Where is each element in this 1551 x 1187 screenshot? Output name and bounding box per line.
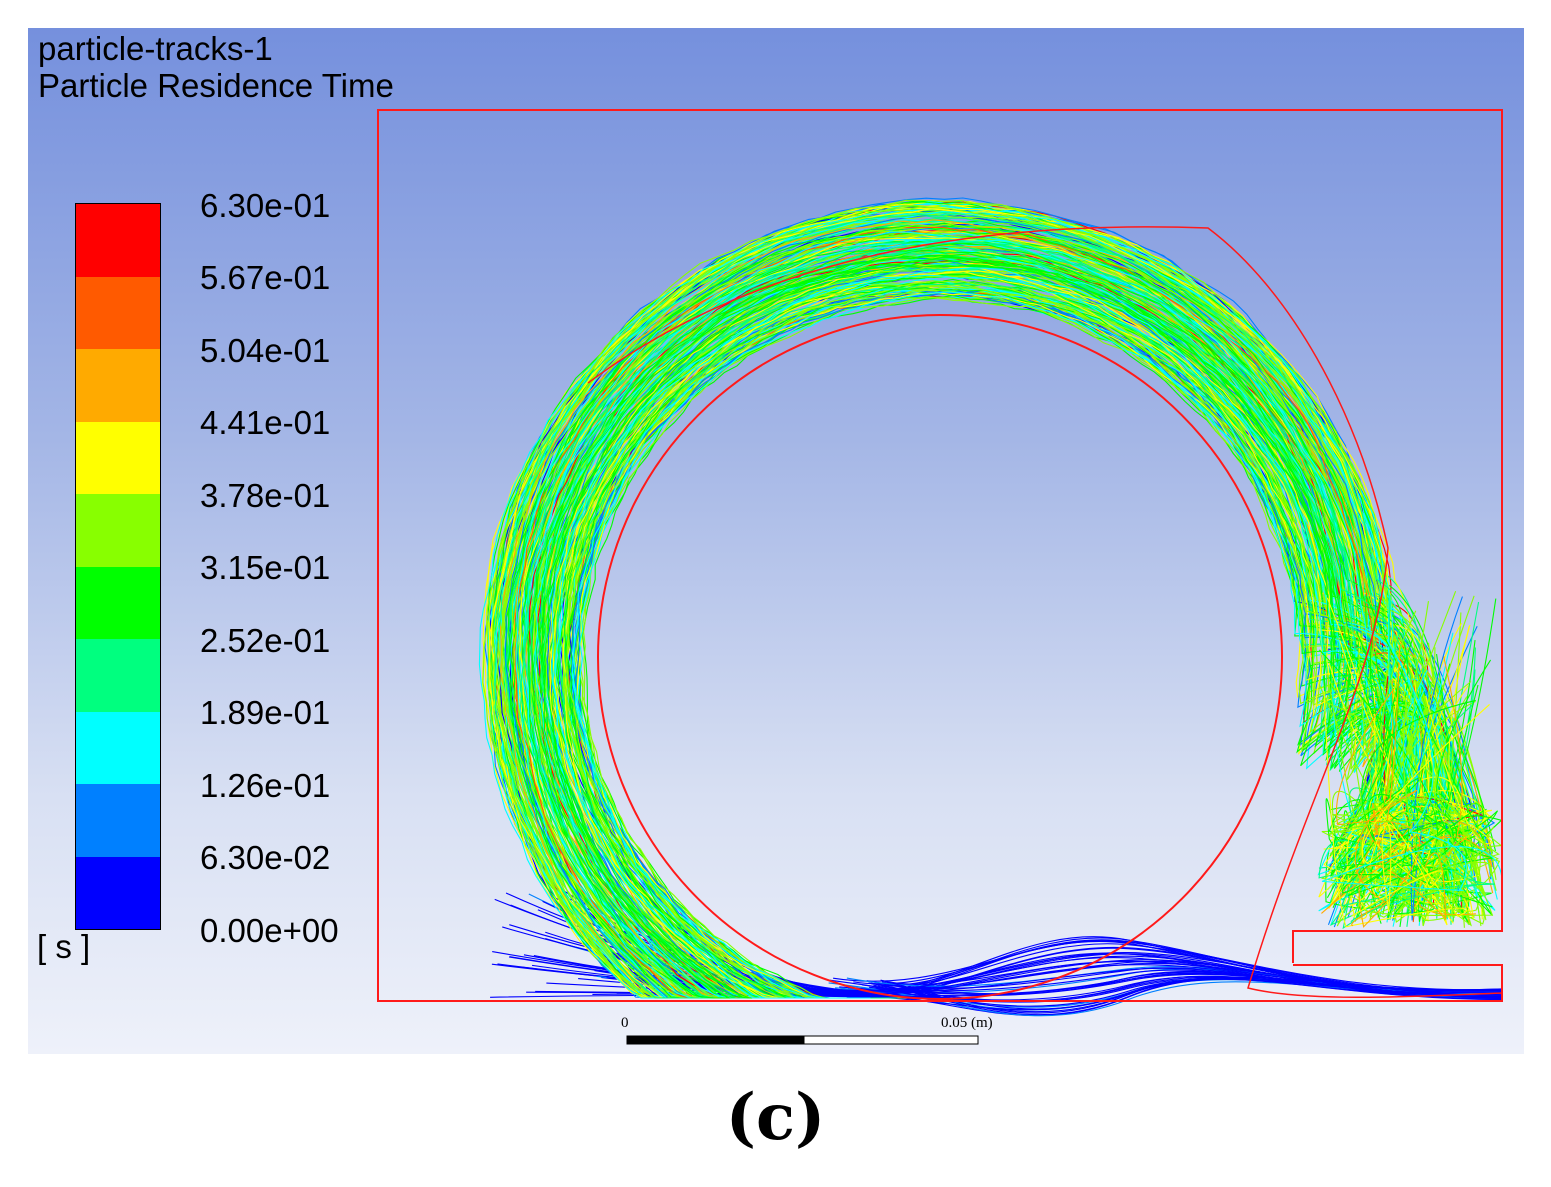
- particle-track: [520, 231, 1427, 999]
- legend-segment: [76, 784, 160, 857]
- particle-track: [1351, 644, 1417, 927]
- legend-label: 1.89e-01: [200, 694, 331, 731]
- particle-track: [583, 289, 1443, 999]
- domain-outline: [377, 109, 1503, 1002]
- legend-segment: [76, 276, 160, 349]
- scale-bar: 0 0.05 (m): [621, 1015, 993, 1045]
- legend-label: 0.00e+00: [200, 912, 339, 949]
- particle-track: [527, 242, 1399, 999]
- particle-track: [494, 213, 1463, 999]
- legend-segment: [76, 204, 160, 277]
- particle-track: [515, 226, 1484, 999]
- legend-unit: [ s ]: [37, 928, 91, 965]
- legend-label: 6.30e-02: [200, 839, 331, 876]
- color-legend-bar: [75, 203, 161, 930]
- particle-track: [1346, 697, 1494, 917]
- particle-track: [549, 264, 1398, 999]
- particle-track: [492, 206, 1411, 999]
- viewport: particle-tracks-1 Particle Residence Tim…: [28, 28, 1524, 1054]
- particle-track: [1346, 659, 1494, 920]
- particle-track: [566, 280, 1389, 999]
- particle-track: [1328, 676, 1495, 916]
- legend-segment: [76, 421, 160, 494]
- particle-track: [516, 238, 1444, 999]
- particle-track: [537, 245, 1417, 999]
- particle-track: [552, 270, 1430, 999]
- particle-track: [515, 231, 1420, 999]
- particle-track: [839, 955, 1503, 997]
- particle-track: [1361, 695, 1494, 901]
- particle-track: [1341, 699, 1476, 894]
- scale-bar-dark: [626, 1035, 805, 1045]
- particle-track: [490, 214, 1418, 999]
- particle-tracks: [478, 197, 1503, 1017]
- particle-track: [1321, 639, 1503, 891]
- particle-track: [550, 258, 1467, 999]
- particle-track: [578, 295, 1417, 999]
- legend-segment: [76, 494, 160, 567]
- plot-variable: Particle Residence Time: [38, 67, 394, 104]
- particle-track: [550, 267, 1466, 999]
- plot-title: particle-tracks-1: [38, 30, 273, 67]
- legend-label: 6.30e-01: [200, 187, 331, 224]
- legend-segment: [76, 639, 160, 712]
- particle-track: [478, 202, 1422, 999]
- particle-track: [1323, 690, 1468, 928]
- particle-track: [880, 971, 1503, 998]
- particle-track: [564, 286, 1382, 999]
- particle-track: [510, 225, 1461, 999]
- legend-segment: [76, 566, 160, 639]
- particle-track: [857, 978, 1503, 1011]
- legend-label: 2.52e-01: [200, 622, 331, 659]
- legend-segment: [76, 856, 160, 929]
- particle-track: [1351, 704, 1490, 917]
- particle-track: [1350, 648, 1501, 901]
- legend-label: 5.04e-01: [200, 332, 331, 369]
- particle-track: [1389, 679, 1493, 883]
- domain-geometry: [377, 109, 1503, 1002]
- legend-segment: [76, 349, 160, 422]
- particle-track: [514, 226, 1423, 999]
- legend-segment: [76, 711, 160, 784]
- particle-track: [1335, 688, 1447, 928]
- particle-track: [520, 241, 1392, 999]
- particle-track: [504, 214, 1447, 999]
- legend-label: 3.15e-01: [200, 549, 331, 586]
- figure-caption: (c): [725, 1080, 826, 1155]
- particle-track: [548, 263, 1422, 999]
- particle-track: [870, 960, 1503, 994]
- particle-track: [507, 222, 1409, 999]
- particle-track: [494, 211, 1490, 999]
- legend-label: 4.41e-01: [200, 404, 331, 441]
- particle-track: [524, 239, 1421, 999]
- particle-track: [1350, 647, 1436, 882]
- particle-track: [565, 281, 1453, 999]
- particle-track: [587, 226, 1503, 999]
- particle-track-scene: 0 0.05 (m): [377, 109, 1503, 1045]
- particle-track: [486, 204, 1442, 999]
- legend-label: 3.78e-01: [200, 477, 331, 514]
- scale-bar-light: [803, 1035, 979, 1045]
- scale-label-start: 0: [621, 1015, 629, 1031]
- scale-label-end: 0.05 (m): [941, 1015, 993, 1031]
- particle-track: [530, 246, 1437, 999]
- cylinder-outline: [597, 314, 1283, 1000]
- legend-label: 1.26e-01: [200, 767, 331, 804]
- particle-track: [564, 287, 1407, 999]
- particle-track: [492, 206, 1409, 999]
- particle-track: [839, 969, 1503, 998]
- particle-track: [576, 291, 1401, 999]
- legend-label: 5.67e-01: [200, 259, 331, 296]
